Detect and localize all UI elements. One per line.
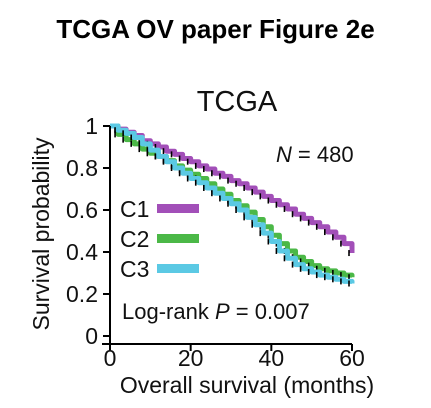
axes bbox=[102, 125, 353, 351]
legend-label-C2: C2 bbox=[120, 226, 149, 252]
x-tick-label: 0 bbox=[104, 345, 117, 371]
y-tick-label: 0 bbox=[85, 323, 98, 349]
series-line-C3 bbox=[110, 123, 355, 284]
y-tick-label: 0.8 bbox=[66, 155, 98, 181]
x-tick-label: 40 bbox=[259, 345, 285, 371]
pvalue-prefix: Log-rank bbox=[122, 299, 215, 324]
x-tick-label: 60 bbox=[339, 345, 365, 371]
y-axis-label: Survival probability bbox=[28, 137, 54, 331]
tick-labels: 0 0.2 0.4 0.6 0.8 1 0 20 40 60 bbox=[66, 113, 365, 371]
legend-swatch-C3 bbox=[157, 264, 199, 273]
pvalue-annotation: Log-rank P = 0.007 bbox=[122, 299, 310, 324]
legend-swatch-C1 bbox=[157, 204, 199, 213]
y-tick-label: 0.4 bbox=[66, 239, 98, 265]
n-value: = 480 bbox=[298, 142, 354, 167]
x-tick-label: 20 bbox=[178, 345, 204, 371]
series-layer bbox=[110, 123, 355, 287]
page-title: TCGA OV paper Figure 2e bbox=[56, 14, 375, 44]
legend-swatch-C2 bbox=[157, 234, 199, 243]
n-annotation: N = 480 bbox=[276, 142, 354, 167]
y-tick-label: 0.2 bbox=[66, 281, 98, 307]
x-axis-label: Overall survival (months) bbox=[120, 372, 374, 398]
chart-title: TCGA bbox=[197, 86, 278, 118]
legend-label-C3: C3 bbox=[120, 256, 149, 282]
legend-label-C1: C1 bbox=[120, 196, 149, 222]
y-tick-label: 0.6 bbox=[66, 197, 98, 223]
n-symbol: N bbox=[276, 142, 292, 167]
legend: C1 C2 C3 bbox=[120, 196, 199, 282]
y-tick-label: 1 bbox=[85, 113, 98, 139]
pvalue-symbol: P bbox=[215, 299, 230, 324]
pvalue-value: = 0.007 bbox=[230, 299, 310, 324]
